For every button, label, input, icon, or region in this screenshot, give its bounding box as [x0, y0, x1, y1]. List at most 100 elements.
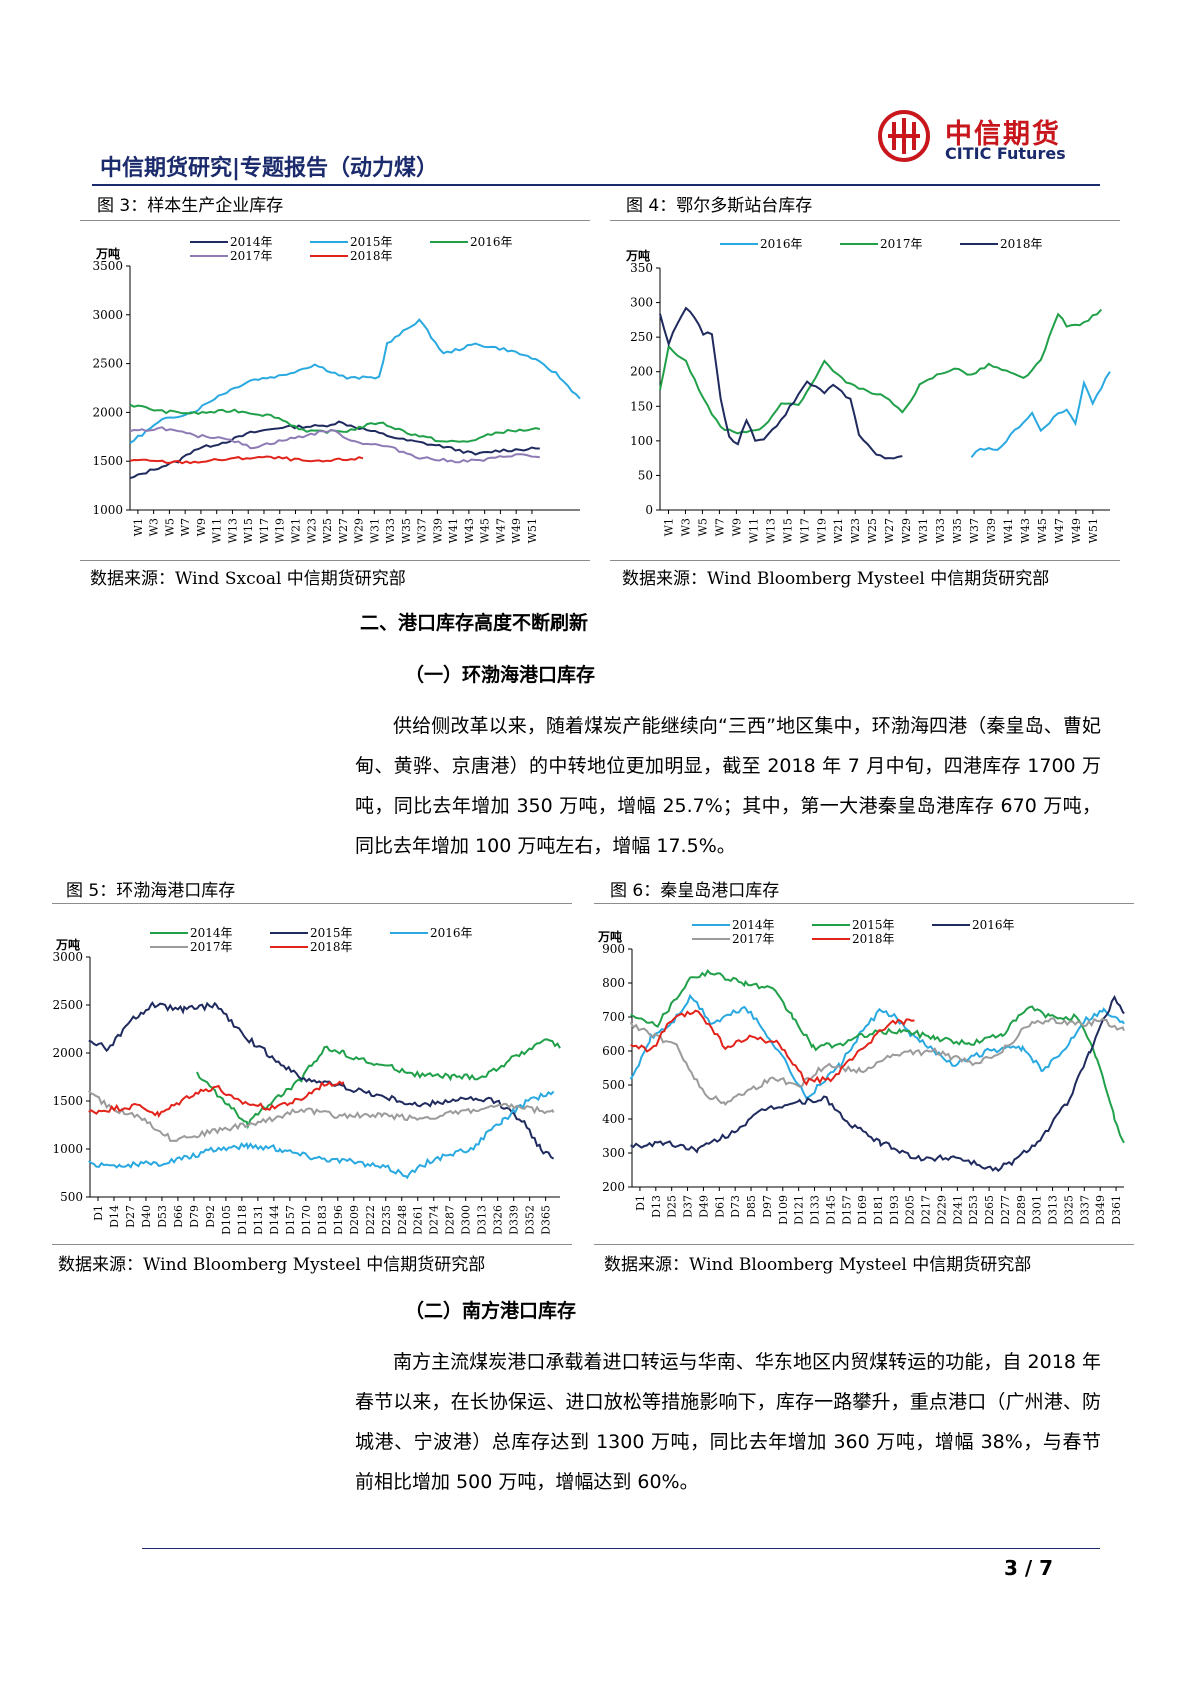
- x-tick-label: D300: [460, 1205, 473, 1235]
- x-tick-label: D97: [761, 1195, 774, 1218]
- x-tick-label: D241: [951, 1195, 964, 1225]
- x-tick-label: D61: [713, 1195, 726, 1218]
- x-tick-label: W41: [1002, 518, 1015, 543]
- x-tick-label: D274: [428, 1205, 441, 1235]
- x-tick-label: W25: [321, 518, 334, 543]
- x-tick-label: W29: [900, 518, 913, 543]
- x-tick-label: D349: [1094, 1195, 1107, 1225]
- x-tick-label: W43: [1019, 518, 1032, 543]
- x-tick-label: D49: [697, 1195, 710, 1218]
- x-tick-label: W3: [679, 518, 692, 536]
- x-tick-label: W5: [163, 518, 176, 536]
- y-axis-label: 万吨: [597, 929, 622, 944]
- x-tick-label: W27: [337, 518, 350, 543]
- series-line-2014年: [196, 1038, 561, 1130]
- fig6-caption: 图 6：秦皇岛港口库存: [610, 881, 780, 901]
- x-tick-label: D40: [140, 1205, 153, 1228]
- x-tick-label: D1: [92, 1205, 105, 1221]
- x-tick-label: W9: [195, 518, 208, 536]
- x-tick-label: D277: [999, 1195, 1012, 1225]
- x-tick-label: D337: [1078, 1195, 1091, 1225]
- x-tick-label: W31: [917, 518, 930, 543]
- legend-label: 2017年: [880, 237, 923, 251]
- x-tick-label: W47: [1053, 518, 1066, 543]
- y-tick-label: 2500: [52, 998, 83, 1012]
- x-tick-label: D157: [840, 1195, 853, 1225]
- x-tick-label: D66: [172, 1205, 185, 1228]
- x-tick-label: D253: [967, 1195, 980, 1225]
- legend-label: 2017年: [732, 932, 775, 946]
- y-tick-label: 900: [602, 942, 625, 956]
- y-axis-label: 万吨: [625, 248, 650, 263]
- fig4-source: 数据来源：Wind Bloomberg Mysteel 中信期货研究部: [622, 569, 1050, 589]
- x-tick-label: W19: [815, 518, 828, 543]
- y-tick-label: 700: [602, 1010, 625, 1024]
- x-tick-label: W49: [510, 518, 523, 543]
- header-rule: [92, 184, 1100, 186]
- x-tick-label: D73: [729, 1195, 742, 1218]
- x-tick-label: W23: [849, 518, 862, 543]
- x-tick-label: D105: [220, 1205, 233, 1235]
- legend-label: 2018年: [350, 249, 393, 263]
- x-tick-label: D352: [524, 1205, 537, 1235]
- report-header-title: 中信期货研究|专题报告（动力煤）: [100, 156, 439, 181]
- x-tick-label: D287: [444, 1205, 457, 1235]
- y-tick-label: 2500: [92, 357, 123, 371]
- x-tick-label: W21: [832, 518, 845, 543]
- x-tick-label: W47: [494, 518, 507, 543]
- x-tick-label: W29: [353, 518, 366, 543]
- y-tick-label: 1000: [52, 1142, 83, 1156]
- series-line-2017年: [629, 1017, 1125, 1107]
- y-tick-label: 300: [602, 1146, 625, 1160]
- x-tick-label: D170: [300, 1205, 313, 1235]
- x-tick-label: W39: [431, 518, 444, 543]
- x-tick-label: D313: [1047, 1195, 1060, 1225]
- y-tick-label: 500: [60, 1190, 83, 1204]
- x-tick-label: D361: [1110, 1195, 1123, 1225]
- legend-label: 2018年: [1000, 237, 1043, 251]
- legend-label: 2018年: [852, 932, 895, 946]
- x-tick-label: W11: [747, 518, 760, 543]
- y-tick-label: 350: [630, 261, 653, 275]
- x-tick-label: W41: [447, 518, 460, 543]
- x-tick-label: W43: [463, 518, 476, 543]
- series-line-2018年: [129, 455, 364, 465]
- x-tick-label: W21: [290, 518, 303, 543]
- x-tick-label: D222: [364, 1205, 377, 1235]
- footer-rule: [142, 1548, 1100, 1549]
- x-tick-label: D85: [745, 1195, 758, 1218]
- x-tick-label: D229: [935, 1195, 948, 1225]
- legend-label: 2017年: [190, 940, 233, 954]
- series-line-2018年: [659, 306, 903, 460]
- x-tick-label: D144: [268, 1205, 281, 1235]
- x-tick-label: D121: [793, 1195, 806, 1225]
- x-tick-label: D217: [920, 1195, 933, 1225]
- fig3-source: 数据来源：Wind Sxcoal 中信期货研究部: [90, 569, 406, 589]
- legend-label: 2015年: [350, 235, 393, 249]
- paragraph-1: 供给侧改革以来，随着煤炭产能继续向“三西”地区集中，环渤海四港（秦皇岛、曹妃甸、…: [355, 715, 1101, 857]
- fig5-bottom-rule: [52, 1244, 572, 1245]
- x-tick-label: D1: [634, 1195, 647, 1211]
- y-tick-label: 50: [638, 468, 653, 482]
- x-tick-label: D145: [824, 1195, 837, 1225]
- x-tick-label: D313: [476, 1205, 489, 1235]
- fig6-bottom-rule: [594, 1244, 1134, 1245]
- x-tick-label: W35: [400, 518, 413, 543]
- y-tick-label: 2000: [52, 1046, 83, 1060]
- legend-label: 2017年: [230, 249, 273, 263]
- y-tick-label: 1000: [92, 503, 123, 517]
- x-tick-label: W17: [258, 518, 271, 543]
- legend-label: 2018年: [310, 940, 353, 954]
- x-tick-label: W7: [179, 518, 192, 536]
- y-tick-label: 150: [630, 399, 653, 413]
- fig6-top-rule: [594, 903, 1134, 904]
- x-tick-label: W15: [242, 518, 255, 543]
- legend-label: 2014年: [190, 926, 233, 940]
- x-tick-label: W25: [866, 518, 879, 543]
- x-tick-label: D181: [872, 1195, 885, 1225]
- x-tick-label: W11: [211, 518, 224, 543]
- x-tick-label: W51: [526, 518, 539, 543]
- fig5-top-rule: [52, 903, 572, 904]
- x-tick-label: D25: [666, 1195, 679, 1218]
- x-tick-label: W39: [985, 518, 998, 543]
